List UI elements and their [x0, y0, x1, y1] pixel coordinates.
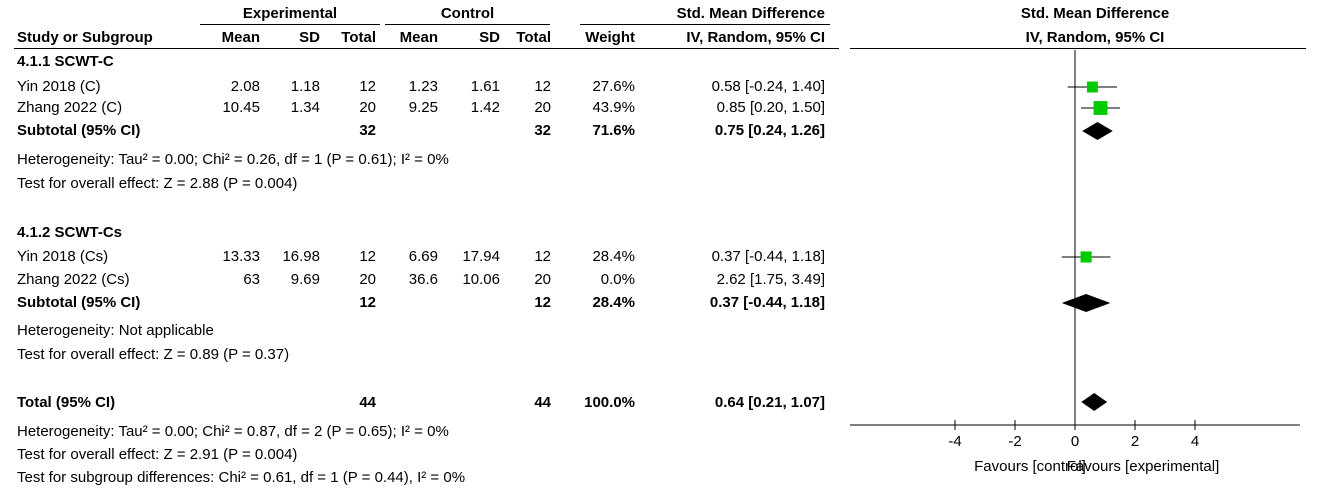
pooled-diamond: [1081, 393, 1108, 411]
subtotal-label: Subtotal (95% CI): [17, 122, 141, 139]
c-sd: 1.42: [470, 99, 500, 116]
total-label: Total (95% CI): [17, 394, 116, 411]
c-total: 12: [534, 78, 551, 95]
c-sd: 1.61: [470, 78, 500, 95]
subtotal-weight: 28.4%: [592, 294, 635, 311]
pooled-diamond: [1061, 294, 1111, 312]
total-weight: 100.0%: [584, 394, 635, 411]
subtotal-c-total: 12: [534, 294, 551, 311]
e-total: 20: [359, 271, 376, 288]
header-control: Control: [440, 5, 495, 22]
x-tick-label: -4: [948, 433, 961, 450]
e-total: 12: [359, 248, 376, 265]
subtotal-weight: 71.6%: [592, 122, 635, 139]
header-method: IV, Random, 95% CI: [686, 29, 825, 46]
x-tick-label: 2: [1131, 433, 1139, 450]
ci: 0.37 [-0.44, 1.18]: [711, 248, 825, 265]
header-c-sd: SD: [479, 29, 500, 46]
plot-header-rule: [850, 48, 1306, 49]
subtotal-e-total: 12: [359, 294, 376, 311]
weight: 28.4%: [592, 248, 635, 265]
e-mean: 10.45: [222, 99, 260, 116]
e-mean: 63: [243, 271, 260, 288]
e-sd: 1.34: [290, 99, 320, 116]
study-marker: [1080, 251, 1092, 263]
e-mean: 2.08: [230, 78, 260, 95]
c-total: 20: [534, 99, 551, 116]
total-c-total: 44: [534, 394, 551, 411]
header-rule-control: [385, 24, 550, 25]
header-e-total: Total: [341, 29, 376, 46]
heterogeneity-text: Heterogeneity: Not applicable: [17, 322, 214, 339]
ci: 0.85 [0.20, 1.50]: [716, 99, 825, 116]
weight: 0.0%: [600, 271, 635, 288]
subgroup-differences-text: Test for subgroup differences: Chi² = 0.…: [17, 469, 466, 486]
ci: 0.58 [-0.24, 1.40]: [711, 78, 825, 95]
e-sd: 9.69: [290, 271, 320, 288]
c-sd: 17.94: [462, 248, 500, 265]
subtotal-e-total: 32: [359, 122, 376, 139]
header-study: Study or Subgroup: [17, 29, 153, 46]
header-smd: Std. Mean Difference: [676, 5, 825, 22]
study-name: Yin 2018 (C): [17, 78, 101, 95]
header-bottom-rule: [14, 48, 839, 49]
study-marker: [1086, 81, 1098, 93]
c-total: 20: [534, 271, 551, 288]
subtotal-ci: 0.37 [-0.44, 1.18]: [709, 294, 825, 311]
c-mean: 6.69: [408, 248, 438, 265]
x-tick-label: 4: [1191, 433, 1199, 450]
ci: 2.62 [1.75, 3.49]: [716, 271, 825, 288]
e-total: 12: [359, 78, 376, 95]
header-e-mean: Mean: [221, 29, 260, 46]
subtotal-label: Subtotal (95% CI): [17, 294, 141, 311]
e-mean: 13.33: [222, 248, 260, 265]
e-sd: 16.98: [282, 248, 320, 265]
weight: 43.9%: [592, 99, 635, 116]
x-tick-label: 0: [1071, 433, 1079, 450]
study-name: Zhang 2022 (C): [17, 99, 123, 116]
overall-effect-text: Test for overall effect: Z = 2.88 (P = 0…: [17, 175, 298, 192]
overall-effect-text: Test for overall effect: Z = 0.89 (P = 0…: [17, 346, 290, 363]
header-experimental: Experimental: [242, 5, 338, 22]
group-title: 4.1.1 SCWT-C: [17, 53, 114, 70]
subtotal-c-total: 32: [534, 122, 551, 139]
total-e-total: 44: [359, 394, 376, 411]
c-sd: 10.06: [462, 271, 500, 288]
x-tick-label: -2: [1008, 433, 1021, 450]
plot-subtitle: IV, Random, 95% CI: [1025, 29, 1165, 46]
heterogeneity-text: Heterogeneity: Tau² = 0.00; Chi² = 0.26,…: [17, 151, 449, 168]
header-c-mean: Mean: [399, 29, 438, 46]
e-total: 20: [359, 99, 376, 116]
plot-title: Std. Mean Difference: [1020, 5, 1170, 22]
subtotal-ci: 0.75 [0.24, 1.26]: [714, 122, 825, 139]
study-name: Yin 2018 (Cs): [17, 248, 109, 265]
pooled-diamond: [1082, 122, 1113, 140]
c-mean: 1.23: [408, 78, 438, 95]
study-marker: [1093, 101, 1108, 115]
favours-experimental-label: Favours [experimental]: [1067, 458, 1220, 475]
c-mean: 9.25: [408, 99, 438, 116]
c-total: 12: [534, 248, 551, 265]
header-rule-smd: [580, 24, 830, 25]
c-mean: 36.6: [408, 271, 438, 288]
group-title: 4.1.2 SCWT-Cs: [17, 224, 123, 241]
study-name: Zhang 2022 (Cs): [17, 271, 130, 288]
total-heterogeneity-text: Heterogeneity: Tau² = 0.00; Chi² = 0.87,…: [17, 423, 449, 440]
favours-control-label: Favours [control]: [974, 458, 1086, 475]
header-rule-experimental: [200, 24, 380, 25]
total-ci: 0.64 [0.21, 1.07]: [714, 394, 825, 411]
weight: 27.6%: [592, 78, 635, 95]
header-e-sd: SD: [299, 29, 320, 46]
header-c-total: Total: [516, 29, 551, 46]
header-weight: Weight: [585, 29, 635, 46]
e-sd: 1.18: [290, 78, 320, 95]
total-overall-effect-text: Test for overall effect: Z = 2.91 (P = 0…: [17, 446, 298, 463]
